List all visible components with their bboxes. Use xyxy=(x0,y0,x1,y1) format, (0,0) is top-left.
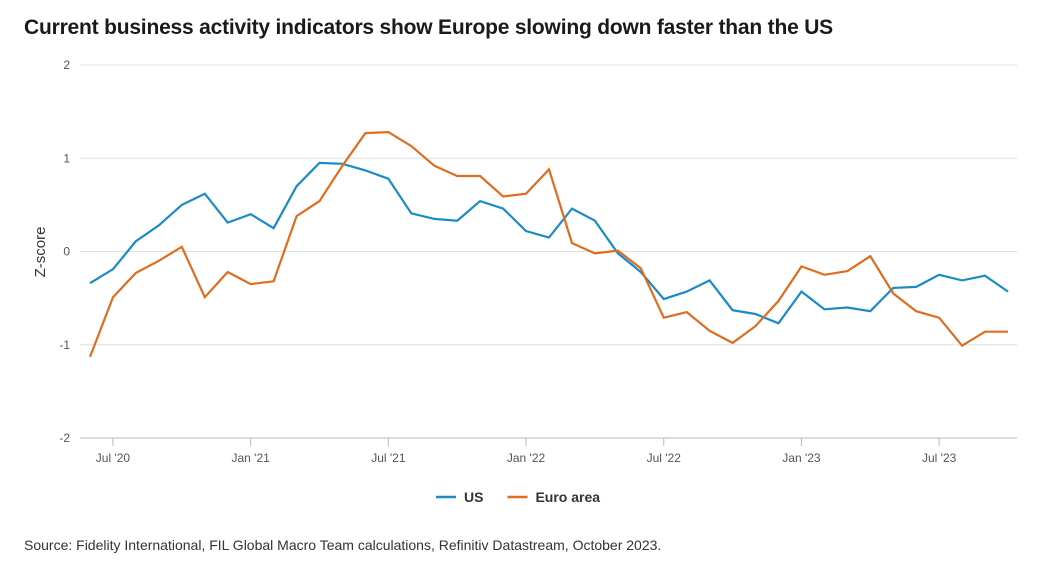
y-tick-label: -1 xyxy=(59,338,70,352)
x-tick-label: Jan '23 xyxy=(782,451,821,465)
y-axis-title: Z-score xyxy=(32,227,49,278)
series-line-euro-area xyxy=(88,130,1008,358)
y-tick-label: -2 xyxy=(59,431,70,445)
x-tick-label: Jan '22 xyxy=(507,451,546,465)
legend-label: Euro area xyxy=(535,489,600,505)
gridlines xyxy=(80,64,1017,346)
y-tick-label: 2 xyxy=(63,58,70,72)
legend-label: US xyxy=(464,489,483,505)
series-lines xyxy=(88,130,1009,358)
x-tick-label: Jul '22 xyxy=(647,451,682,465)
x-axis: Jul '20 Jan '21 Jul '21 Jan '22 Jul '22 Jan '… xyxy=(80,437,1017,465)
y-tick-label: 1 xyxy=(63,151,70,165)
y-axis-ticks: 2 1 0 -1 -2 xyxy=(59,58,70,445)
legend: US Euro area xyxy=(436,489,600,505)
legend-item-euro-area[interactable]: Euro area xyxy=(507,489,600,505)
y-tick-label: 0 xyxy=(63,245,70,259)
x-tick-label: Jan '21 xyxy=(231,451,270,465)
x-tick-label: Jul '21 xyxy=(371,451,406,465)
chart-title: Current business activity indicators sho… xyxy=(24,16,833,39)
series-line-us xyxy=(89,161,1009,325)
x-tick-label: Jul '20 xyxy=(96,451,131,465)
legend-item-us[interactable]: US xyxy=(436,489,483,505)
source-note: Source: Fidelity International, FIL Glob… xyxy=(24,537,662,553)
x-tick-label: Jul '23 xyxy=(922,451,957,465)
